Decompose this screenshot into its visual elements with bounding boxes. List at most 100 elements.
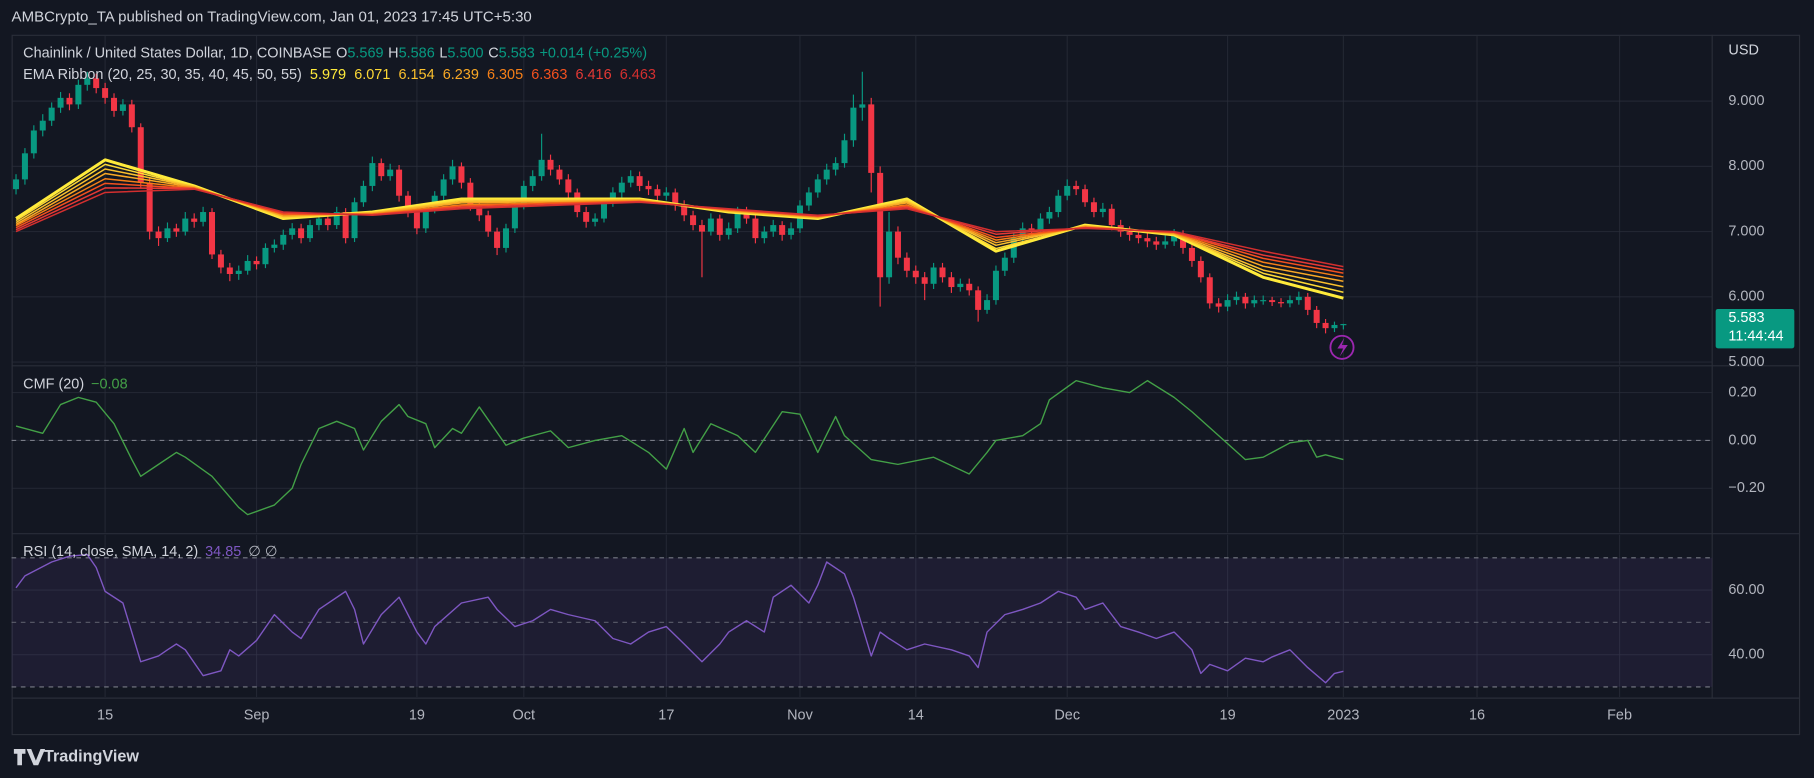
ema-value: 6.363 bbox=[531, 67, 567, 83]
candle-body bbox=[271, 244, 278, 248]
candle-body bbox=[93, 78, 100, 89]
candle-body bbox=[1171, 234, 1178, 242]
ema-value: 6.071 bbox=[354, 67, 390, 83]
candle-body bbox=[1073, 185, 1080, 190]
candle-body bbox=[404, 195, 412, 213]
y-tick-label: 6.000 bbox=[1728, 289, 1764, 305]
candle-body bbox=[387, 169, 394, 177]
candle-body bbox=[654, 189, 661, 196]
ohlc-key: H bbox=[388, 45, 398, 61]
y-tick-label: 7.000 bbox=[1728, 223, 1764, 239]
candle-body bbox=[209, 212, 216, 255]
candle-body bbox=[217, 254, 224, 268]
candle-body bbox=[1064, 185, 1071, 196]
candle-body bbox=[1197, 260, 1204, 278]
candle-body bbox=[823, 169, 830, 180]
ema-title: EMA Ribbon (20, 25, 30, 35, 40, 45, 50, … bbox=[23, 67, 302, 83]
alert-circle bbox=[1329, 334, 1355, 360]
candle-body bbox=[868, 104, 875, 173]
candle-body bbox=[155, 231, 162, 239]
indicator-value: −0.08 bbox=[91, 376, 128, 392]
ema-line bbox=[15, 188, 1344, 268]
x-tick-label: 16 bbox=[1469, 707, 1485, 723]
candle-body bbox=[306, 225, 314, 239]
candle-body bbox=[84, 78, 91, 85]
candle-body bbox=[850, 107, 857, 141]
candle-body bbox=[1055, 195, 1062, 213]
candle-body bbox=[770, 225, 777, 232]
candle-body bbox=[1019, 228, 1026, 239]
candle-body bbox=[1260, 300, 1267, 302]
x-tick-label: 19 bbox=[1220, 707, 1236, 723]
candle-body bbox=[173, 228, 180, 232]
candle-body bbox=[1099, 208, 1106, 213]
candle-body bbox=[1180, 234, 1187, 248]
candle-body bbox=[1082, 189, 1089, 203]
ema-value: 5.979 bbox=[310, 67, 346, 83]
countdown: 11:44:44 bbox=[1728, 329, 1783, 345]
candle-body bbox=[449, 166, 456, 180]
y-tick-label: 0.00 bbox=[1728, 432, 1756, 448]
y-tick-label: 60.00 bbox=[1728, 582, 1764, 598]
candle-body bbox=[48, 107, 55, 121]
candle-body bbox=[57, 97, 64, 108]
candle-body bbox=[226, 267, 233, 275]
brand-logo bbox=[13, 749, 46, 766]
candle-body bbox=[1108, 208, 1115, 226]
candle-body bbox=[1331, 324, 1338, 329]
candle-body bbox=[975, 290, 982, 310]
candle-body bbox=[609, 192, 616, 203]
candle-body bbox=[1046, 212, 1053, 219]
candle-body bbox=[681, 205, 688, 216]
candle-body bbox=[200, 212, 207, 222]
candle-body bbox=[485, 215, 492, 232]
candle-body bbox=[761, 231, 768, 239]
candle-body bbox=[494, 231, 501, 248]
candle-body bbox=[939, 267, 946, 278]
candle-body bbox=[511, 205, 518, 229]
x-tick-label: 19 bbox=[409, 707, 425, 723]
candle-body bbox=[1126, 231, 1133, 235]
candle-body bbox=[1322, 322, 1329, 329]
candle-body bbox=[788, 228, 795, 235]
candle-body bbox=[21, 153, 28, 180]
candle-body bbox=[903, 257, 910, 271]
candle-body bbox=[1251, 300, 1258, 304]
x-tick-label: 14 bbox=[908, 707, 924, 723]
y-tick-label: −0.20 bbox=[1728, 480, 1765, 496]
candle-body bbox=[636, 176, 643, 186]
candle-body bbox=[663, 192, 670, 196]
ohlc-value: 5.586 bbox=[399, 45, 435, 61]
candle-body bbox=[440, 179, 447, 196]
x-tick-label: Dec bbox=[1054, 707, 1080, 723]
indicator-legend: RSI (14, close, SMA, 14, 2) 34.85 ∅ ∅ bbox=[23, 544, 277, 560]
candle-body bbox=[378, 163, 385, 177]
ohlc-value: 5.500 bbox=[447, 45, 483, 61]
candle-body bbox=[396, 169, 403, 196]
indicator-title: RSI (14, close, SMA, 14, 2) bbox=[23, 544, 198, 560]
candle-body bbox=[253, 260, 260, 265]
candle-body bbox=[698, 225, 705, 232]
candle-body bbox=[66, 97, 73, 105]
candle-body bbox=[725, 228, 732, 235]
candle-body bbox=[966, 283, 973, 291]
ema-value: 6.305 bbox=[487, 67, 523, 83]
last-price-label: 5.583 bbox=[1728, 310, 1764, 326]
candle-body bbox=[779, 225, 786, 235]
candle-body bbox=[1135, 234, 1142, 239]
candle-body bbox=[235, 270, 242, 275]
candle-body bbox=[30, 130, 37, 154]
candle-body bbox=[1144, 238, 1151, 242]
candle-body bbox=[289, 228, 296, 235]
candle-body bbox=[1037, 218, 1044, 232]
y-tick-label: 9.000 bbox=[1728, 93, 1764, 109]
publisher: AMBCrypto_TA published on TradingView.co… bbox=[12, 8, 532, 25]
candle-body bbox=[467, 182, 474, 206]
candle-body bbox=[342, 212, 349, 239]
indicator-line bbox=[15, 379, 1344, 516]
candle-body bbox=[13, 179, 20, 190]
ohlc-key: C bbox=[488, 45, 498, 61]
candle-body bbox=[1313, 309, 1320, 323]
plot-layer: 15 Sep 19 Oct 17 Nov 14 Dec 19 2023 16 Feb 5.000 6.00… bbox=[11, 35, 1795, 723]
candle-body bbox=[39, 120, 46, 131]
